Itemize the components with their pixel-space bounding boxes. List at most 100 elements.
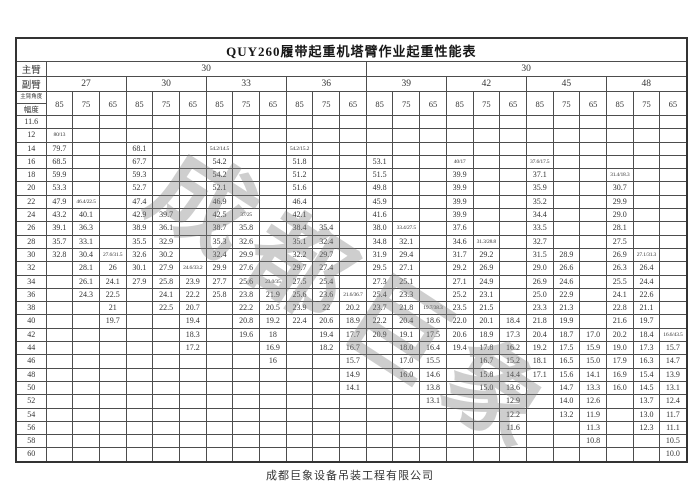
load-cell xyxy=(445,420,474,436)
load-cell: 26.3 xyxy=(605,261,634,276)
load-cell: 21.8 xyxy=(392,301,421,316)
load-cell xyxy=(152,434,180,449)
load-cell: 22.6 xyxy=(632,287,661,303)
load-cell xyxy=(152,168,180,183)
load-cell: 49.8 xyxy=(365,181,394,196)
load-cell xyxy=(445,380,474,396)
load-cell xyxy=(205,114,234,130)
load-cell: 51.6 xyxy=(285,181,314,196)
load-cell: 27.1 xyxy=(445,274,474,289)
load-cell xyxy=(312,181,341,196)
footer-company-name: 成都巨象设备吊装工程有限公司 xyxy=(266,470,434,482)
load-cell: 14.7 xyxy=(552,380,581,396)
load-cell: 20.9 xyxy=(365,327,394,343)
load-cell xyxy=(285,434,314,449)
load-cell xyxy=(152,341,180,356)
load-cell xyxy=(419,194,447,210)
table-body: 11.6 12 80/13 14 79.7 68.1 54.2/14.5 54.2/15.2 1… xyxy=(15,114,688,463)
load-cell xyxy=(339,234,367,249)
load-cell: 27.3 xyxy=(365,274,394,289)
load-cell xyxy=(499,208,527,223)
load-cell xyxy=(579,447,607,463)
jib-length: 27 xyxy=(45,76,127,92)
load-cell: 54.2/15.2 xyxy=(285,141,314,156)
load-cell: 27.9 xyxy=(125,274,154,289)
load-cell: 19.1 xyxy=(392,327,421,343)
load-cell: 46.4/22.5 xyxy=(72,194,100,210)
load-cell xyxy=(659,154,688,170)
load-cell xyxy=(205,367,234,382)
load-cell xyxy=(419,221,447,236)
load-cell: 17.8 xyxy=(472,341,501,356)
load-cell xyxy=(178,434,207,449)
load-cell: 46.4 xyxy=(285,194,314,210)
load-cell xyxy=(392,141,421,156)
load-cell: 15.6 xyxy=(552,367,581,382)
load-cell xyxy=(445,394,474,409)
load-cell: 22.2 xyxy=(232,301,260,316)
load-cell xyxy=(365,447,394,463)
load-cell: 17.7 xyxy=(339,327,367,343)
load-cell: 13.2 xyxy=(552,407,581,422)
load-cell xyxy=(98,380,127,396)
load-cell: 10.0 xyxy=(659,447,688,463)
load-cell xyxy=(579,301,607,316)
load-cell: 26.9 xyxy=(605,247,634,263)
load-cell xyxy=(259,234,287,249)
load-cell: 28.1 xyxy=(72,261,100,276)
load-cell: 16.0 xyxy=(605,380,634,396)
load-cell xyxy=(445,141,474,156)
load-cell: 29.9 xyxy=(605,194,634,210)
load-cell xyxy=(472,394,501,409)
load-cell: 29.9 xyxy=(205,261,234,276)
load-cell xyxy=(178,234,207,249)
load-cell: 20.4 xyxy=(525,327,554,343)
boom-angle: 85 xyxy=(365,91,394,116)
load-cell: 15.0 xyxy=(579,354,607,369)
load-cell xyxy=(339,194,367,210)
main-boom-label: 主臂 xyxy=(15,61,47,77)
load-cell: 21.1 xyxy=(632,301,661,316)
load-cell xyxy=(125,407,154,422)
load-cell xyxy=(178,247,207,263)
load-cell xyxy=(72,407,100,422)
load-cell: 17.1 xyxy=(525,367,554,382)
load-cell xyxy=(72,128,100,143)
load-cell: 17.5 xyxy=(419,327,447,343)
table-row: 50 14.1 13.8 15.0 13.6 14.7 13.3 16.0 14.5 13.1 xyxy=(15,380,688,396)
load-cell: 21.9 xyxy=(259,287,287,303)
load-cell: 24.4 xyxy=(632,274,661,289)
load-cell: 39.7 xyxy=(152,208,180,223)
table-row: 54 12.2 13.2 11.9 13.0 11.7 xyxy=(15,407,688,422)
load-cell: 33.5 xyxy=(525,221,554,236)
table-row: 38 21 22.5 20.7 22.2 20.5 23.9 22 20.2 23.7 21.8 19… xyxy=(15,301,688,316)
load-cell xyxy=(632,181,661,196)
load-cell: 19.4 xyxy=(312,327,341,343)
load-cell xyxy=(605,128,634,143)
load-cell: 59.3 xyxy=(125,168,154,183)
load-cell xyxy=(72,354,100,369)
table-row: 18 59.9 59.3 54.2 51.2 51.5 39.9 37.1 31.4/18.3 xyxy=(15,168,688,183)
load-cell: 12.4 xyxy=(659,394,688,409)
load-cell: 18.3 xyxy=(178,327,207,343)
load-cell xyxy=(552,141,581,156)
load-cell xyxy=(152,407,180,422)
load-cell: 32.9 xyxy=(152,234,180,249)
load-cell: 25.2 xyxy=(445,287,474,303)
load-cell xyxy=(259,208,287,223)
load-cell xyxy=(525,128,554,143)
load-cell xyxy=(419,128,447,143)
load-cell: 14.0 xyxy=(552,394,581,409)
boom-angle: 75 xyxy=(552,91,581,116)
boom-angle: 65 xyxy=(659,91,688,116)
boom-angle: 75 xyxy=(472,91,501,116)
radius-value: 32 xyxy=(15,261,47,276)
load-cell: 18.9 xyxy=(339,314,367,329)
load-cell xyxy=(552,168,581,183)
load-cell: 10.5 xyxy=(659,434,688,449)
radius-value: 12 xyxy=(15,128,47,143)
load-cell: 36.3 xyxy=(72,221,100,236)
load-cell xyxy=(525,447,554,463)
load-cell: 29.0 xyxy=(605,208,634,223)
load-cell xyxy=(285,327,314,343)
